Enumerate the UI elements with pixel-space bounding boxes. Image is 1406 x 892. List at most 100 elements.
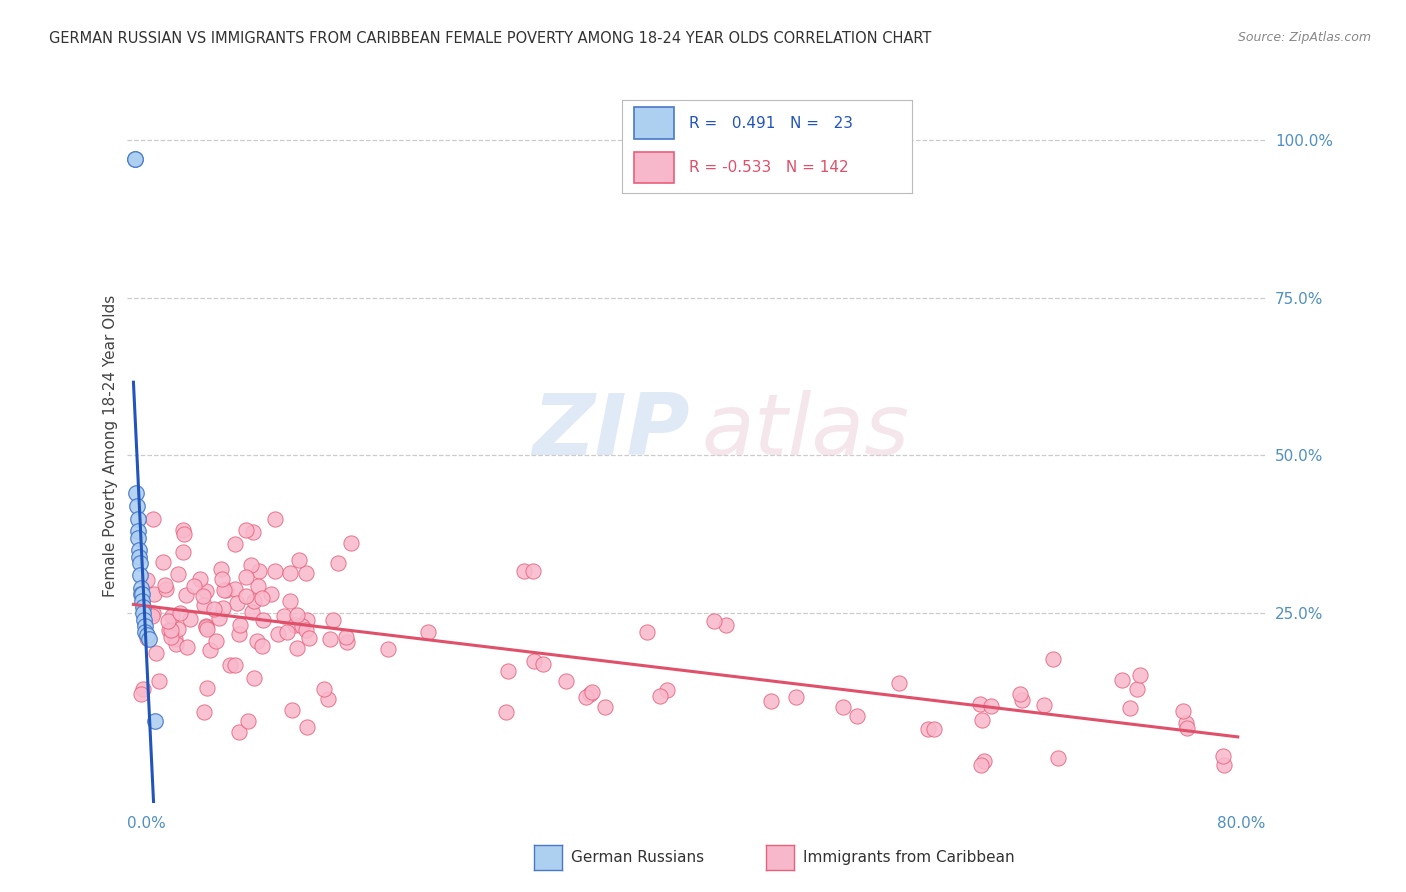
Point [1175,715,1198,730]
Point [339,536,361,550]
Point [129,688,152,702]
Point [328,557,350,571]
Point [298,631,321,645]
Point [194,583,217,598]
Point [522,565,544,579]
Point [131,593,153,607]
Point [242,525,264,540]
Point [250,591,273,606]
Point [193,598,215,612]
Point [512,564,534,578]
Point [295,624,318,638]
Point [194,619,217,633]
Point [155,578,177,592]
Point [377,642,399,657]
Point [1212,749,1234,764]
Point [129,581,152,595]
Text: Immigrants from Caribbean: Immigrants from Caribbean [803,850,1015,864]
Point [235,570,257,584]
Point [191,589,214,603]
Point [887,676,910,690]
Point [278,593,301,607]
Point [1047,751,1070,765]
Point [135,628,157,642]
Point [134,619,156,633]
Point [179,612,201,626]
Point [127,531,149,545]
Point [145,646,167,660]
Point [209,562,232,576]
Point [1118,701,1140,715]
Point [235,589,257,603]
Text: German Russians: German Russians [571,850,704,864]
Point [295,614,318,628]
Point [194,619,217,633]
Text: GERMAN RUSSIAN VS IMMIGRANTS FROM CARIBBEAN FEMALE POVERTY AMONG 18-24 YEAR OLDS: GERMAN RUSSIAN VS IMMIGRANTS FROM CARIBB… [49,31,932,46]
Point [1008,687,1031,701]
Point [143,714,166,728]
Point [163,632,186,646]
Point [267,626,290,640]
Point [243,671,266,685]
Point [318,691,340,706]
Point [155,582,177,597]
Point [970,758,993,772]
Point [127,511,149,525]
Point [246,634,269,648]
Point [595,699,617,714]
Text: Source: ZipAtlas.com: Source: ZipAtlas.com [1237,31,1371,45]
Point [980,699,1002,714]
Point [295,720,318,734]
Point [128,549,150,564]
Point [335,630,357,644]
Point [761,694,783,708]
Point [169,606,191,620]
Point [129,568,152,582]
Point [276,625,298,640]
Point [917,722,939,736]
Point [208,611,231,625]
Point [183,579,205,593]
Point [523,654,546,668]
Point [214,582,236,597]
Point [249,564,271,578]
Point [166,623,188,637]
Point [173,526,195,541]
Point [831,700,853,714]
Point [969,697,991,711]
Text: 80.0%: 80.0% [1218,815,1265,830]
Point [125,486,148,500]
Point [655,682,678,697]
Point [973,754,995,768]
Text: atlas: atlas [702,390,910,474]
Point [1213,758,1236,772]
Point [131,587,153,601]
Point [235,523,257,537]
Point [136,631,159,645]
Point [138,632,160,646]
Point [172,523,194,537]
Point [162,609,184,624]
Point [240,605,263,619]
Point [243,594,266,608]
Point [157,624,180,638]
Point [273,609,295,624]
Point [132,682,155,697]
Point [322,613,344,627]
Point [496,665,519,679]
Point [134,625,156,640]
Point [1175,721,1198,735]
Point [132,613,155,627]
Point [278,566,301,581]
Point [581,685,603,699]
Point [1111,673,1133,688]
Point [224,537,246,551]
Point [1042,652,1064,666]
Point [416,625,439,640]
Point [224,582,246,596]
Point [211,573,233,587]
Point [1033,698,1056,713]
Point [284,617,307,632]
Point [285,641,308,656]
Text: 0.0%: 0.0% [127,815,166,830]
